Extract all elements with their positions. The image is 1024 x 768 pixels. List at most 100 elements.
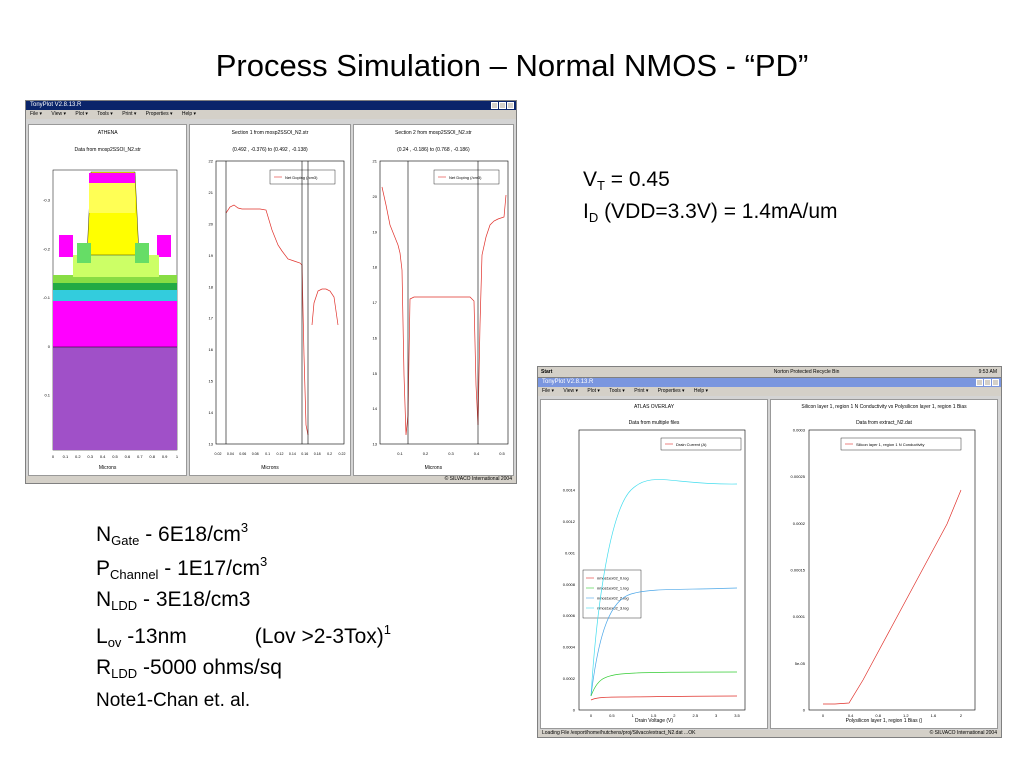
maximize-icon[interactable]	[984, 379, 991, 386]
tick-label: 21	[372, 159, 377, 164]
tick-label: 0.4	[100, 454, 106, 459]
tick-label: 21	[209, 190, 214, 195]
tick-label: 0.0002	[563, 676, 576, 681]
tick-label: 0	[52, 454, 55, 459]
panel-subtitle: Data from multiple files	[628, 420, 680, 426]
menu-file[interactable]: File ▾	[542, 388, 554, 394]
tick-label: 13	[209, 442, 214, 447]
tick-label: 0.1	[44, 393, 50, 398]
menu-help[interactable]: Help ▾	[693, 388, 709, 394]
param-nldd: NLDD - 3E18/cm3	[96, 588, 251, 613]
tick-label: 1	[176, 454, 179, 459]
menubar: File ▾ View ▾ Plot ▾ Tools ▾ Print ▾ Pro…	[538, 387, 1001, 396]
section2-panel: Section 2 from mosp2SSOI_N2.str (0.24 , …	[352, 124, 514, 476]
tick-label: 0.0008	[563, 582, 576, 587]
tick-label: 0.1	[397, 451, 403, 456]
tick-label: 0.3	[87, 454, 93, 459]
menu-properties[interactable]: Properties ▾	[657, 388, 685, 394]
tick-label: -0.1	[43, 295, 51, 300]
panel-subtitle: Data from mosp2SSOI_N2.str	[74, 147, 141, 153]
tick-label: 0.0001	[793, 614, 806, 619]
legend-entry: nmos1ex02_1.log	[597, 586, 629, 591]
menu-file[interactable]: File ▾	[30, 111, 42, 117]
tick-label: 0	[590, 713, 593, 718]
structure-plot: -0.3 -0.2 -0.1 0 0.1 0 0.1 0.2 0.3 0.4 0.5 0.6 0.7 0…	[43, 169, 179, 459]
tick-label: -0.2	[43, 246, 51, 251]
tick-label: 0.0006	[563, 613, 576, 618]
tick-label: 0.0014	[563, 488, 576, 493]
panel-title: Section 1 from mosp2SSOI_N2.str	[231, 130, 309, 136]
window-titlebar: TonyPlot V2.8.13.R	[538, 378, 1001, 387]
conductivity-panel: Silicon layer 1, region 1 N Conductivity…	[770, 399, 998, 729]
legend-conductivity: Silicon layer 1, region 1 N Conductivity	[856, 442, 924, 447]
tick-label: 0.06	[240, 452, 247, 456]
tick-label: 0.4	[848, 713, 854, 718]
tick-label: 0.02	[215, 452, 222, 456]
menu-plot[interactable]: Plot ▾	[587, 388, 600, 394]
minimize-icon[interactable]	[491, 102, 498, 109]
tick-label: 0	[822, 713, 825, 718]
atlas-overlay-panel: ATLAS OVERLAY Data from multiple files D…	[540, 399, 768, 729]
window-title: TonyPlot V2.8.13.R	[542, 379, 594, 385]
tick-label: 0.8	[149, 454, 155, 459]
tick-label: 0.001	[565, 550, 576, 555]
menu-view[interactable]: View ▾	[563, 388, 579, 394]
slide-title: Process Simulation – Normal NMOS - “PD”	[215, 48, 809, 83]
tick-label: 0.7	[137, 454, 143, 459]
iv-curves-plot: Drain Current (A) nmos1ex02_0.log nmos1ex…	[563, 429, 746, 718]
id-line: ID (VDD=3.3V) = 1.4mA/um	[583, 200, 838, 225]
close-icon[interactable]	[507, 102, 514, 109]
tick-label: 14	[209, 410, 214, 415]
panel-title: ATLAS OVERLAY	[633, 404, 675, 410]
tick-label: 0.2	[422, 451, 428, 456]
tick-label: 17	[209, 316, 214, 321]
panel-subtitle: (0.492 , -0.376) to (0.492 , -0.138)	[232, 147, 308, 153]
menu-tools[interactable]: Tools ▾	[609, 388, 625, 394]
status-bar: Loading File /export/home/hutchens/proj/…	[538, 730, 1001, 737]
menu-help[interactable]: Help ▾	[181, 111, 197, 117]
panel-title: ATHENA	[97, 130, 118, 136]
tick-label: 15	[372, 371, 377, 376]
tonyplot-screenshot-1: TonyPlot V2.8.13.R File ▾ View ▾ Plot ▾ …	[25, 100, 517, 484]
menubar: File ▾ View ▾ Plot ▾ Tools ▾ Print ▾ Pro…	[26, 110, 516, 119]
tick-label: 0.22	[339, 452, 346, 456]
maximize-icon[interactable]	[499, 102, 506, 109]
x-axis-label: Drain Voltage (V)	[634, 718, 674, 724]
window-title: TonyPlot V2.8.13.R	[30, 102, 82, 108]
tick-label: 0.9	[162, 454, 168, 459]
tick-label: 0.00025	[791, 474, 806, 479]
panel-subtitle: Data from extract_N2.dat	[856, 420, 912, 426]
panel-title: Section 2 from mosp2SSOI_N2.str	[394, 130, 472, 136]
menu-tools[interactable]: Tools ▾	[97, 111, 113, 117]
panel-title: Silicon layer 1, region 1 N Conductivity…	[801, 404, 967, 410]
tick-label: 2	[960, 713, 963, 718]
x-axis-label: Polysilicon layer 1, region 1 Bias ()	[845, 718, 923, 724]
close-icon[interactable]	[992, 379, 999, 386]
legend-entry: nmos1ex02_2.log	[597, 596, 629, 601]
conductivity-plot: Silicon layer 1, region 1 N Conductivity…	[791, 428, 976, 718]
note: Note1-Chan et. al.	[96, 690, 251, 711]
x-axis-label: Microns	[424, 465, 443, 471]
minimize-icon[interactable]	[976, 379, 983, 386]
tick-label: 0.0012	[563, 519, 576, 524]
legend-net-doping: Net Doping (/cm3)	[285, 175, 318, 180]
tick-label: 19	[372, 229, 377, 234]
menu-properties[interactable]: Properties ▾	[145, 111, 173, 117]
start-button[interactable]: Start	[541, 369, 553, 375]
tick-label: 3.5	[734, 713, 740, 718]
recycle-bin-label[interactable]: Norton Protected Recycle Bin	[773, 369, 840, 375]
menu-print[interactable]: Print ▾	[122, 111, 137, 117]
tick-label: 18	[372, 265, 377, 270]
clock: 9:53 AM	[978, 369, 997, 375]
legend-net-doping: Net Doping (/cm3)	[449, 175, 482, 180]
param-pchannel: PChannel - 1E17/cm3	[96, 554, 268, 582]
tick-label: 0.4	[473, 451, 479, 456]
section1-panel: Section 1 from mosp2SSOI_N2.str (0.492 ,…	[189, 124, 351, 476]
menu-view[interactable]: View ▾	[51, 111, 67, 117]
tick-label: 22	[209, 159, 214, 164]
tick-label: 1	[632, 713, 635, 718]
menu-print[interactable]: Print ▾	[634, 388, 649, 394]
tick-label: 2.5	[693, 713, 699, 718]
tick-label: 0	[573, 708, 576, 713]
menu-plot[interactable]: Plot ▾	[75, 111, 88, 117]
